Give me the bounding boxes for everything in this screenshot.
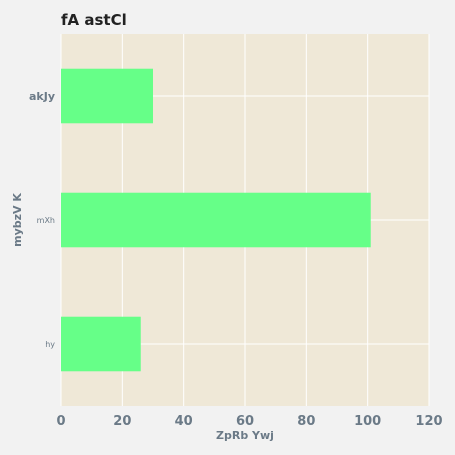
- x-axis-label: ZpRb Ywj: [216, 429, 274, 442]
- y-tick-labels: akJy mXh hy: [29, 90, 55, 349]
- y-axis-label: mybzV K: [11, 193, 24, 247]
- x-tick-labels: 0 20 40 60 80 100 120: [56, 414, 442, 429]
- bar-mXh: [61, 192, 371, 248]
- bar-akJy: [61, 68, 153, 124]
- x-tick-label: 100: [354, 414, 381, 429]
- bar-hy: [61, 316, 141, 372]
- x-tick-label: 120: [415, 414, 442, 429]
- y-tick-label: hy: [45, 340, 55, 349]
- y-tick-label: akJy: [29, 90, 55, 103]
- x-tick-label: 60: [236, 414, 254, 429]
- x-tick-label: 40: [175, 414, 193, 429]
- x-tick-label: 0: [56, 414, 65, 429]
- x-tick-label: 20: [113, 414, 131, 429]
- y-tick-label: mXh: [37, 216, 55, 225]
- x-tick-label: 80: [297, 414, 315, 429]
- bars: [61, 68, 371, 372]
- chart-title: fA astCl: [61, 11, 127, 29]
